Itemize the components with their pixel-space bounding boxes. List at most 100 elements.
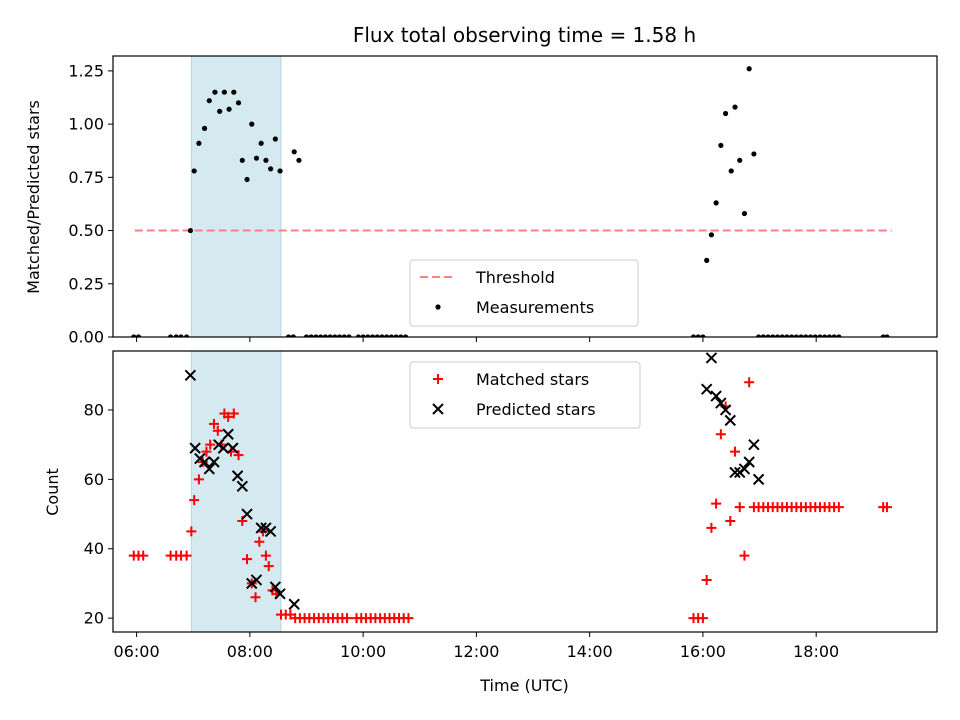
top-measurements-point [201, 125, 208, 131]
bottom-predicted-stars-point [719, 404, 732, 416]
bottom-predicted-stars-point [274, 588, 286, 600]
top-measurements-point [817, 334, 823, 337]
bottom-x-tick-label: 06:00 [114, 642, 160, 661]
bottom-predicted-stars-point [184, 369, 197, 381]
bottom-matched-stars-point [212, 425, 223, 436]
top-measurements-point [296, 157, 302, 163]
top-measurements-point [798, 334, 804, 337]
bottom-plot-content [128, 352, 892, 624]
top-measurements-point [268, 166, 274, 172]
top-measurements-point [393, 334, 399, 337]
top-measurements-point [291, 149, 297, 155]
top-measurements-point [756, 334, 762, 337]
top-shaded-interval [190, 55, 282, 338]
bottom-matched-stars-point [697, 613, 708, 624]
top-axes-frame [112, 55, 938, 338]
top-measurements-point [184, 334, 190, 337]
bottom-predicted-stars-point [227, 442, 239, 454]
top-measurements-point [836, 334, 842, 337]
top-measurements-point [206, 98, 212, 104]
top-measurements-point [718, 142, 724, 149]
bottom-matched-stars-point [730, 446, 741, 457]
top-measurements-point [322, 334, 328, 337]
bottom-matched-stars-point [242, 554, 253, 565]
bottom-matched-stars-point [193, 474, 204, 485]
top-measurements-point [221, 89, 227, 95]
top-measurements-point [728, 168, 734, 174]
top-measurements-point [822, 334, 828, 337]
top-measurements-point [708, 232, 715, 238]
top-y-tick-label: 0.25 [68, 274, 104, 293]
bottom-y-tick-label: 40 [84, 539, 104, 558]
bottom-y-tick-label: 20 [84, 609, 104, 628]
top-measurements-point [131, 334, 137, 337]
bottom-matched-stars-point [138, 550, 149, 561]
top-measurements-point [384, 334, 390, 337]
top-y-tick-label: 1.25 [68, 61, 104, 80]
top-measurements-point [226, 106, 232, 112]
top-y-tick-label: 1.00 [68, 115, 104, 134]
bottom-predicted-stars-point [198, 456, 211, 468]
bottom-matched-stars-point [715, 429, 726, 440]
top-measurements-point [263, 157, 269, 163]
top-measurements-point [713, 200, 719, 206]
top-measurements-point [217, 108, 223, 114]
bottom-matched-stars-point [223, 411, 234, 422]
bottom-legend: Matched stars Predicted stars [409, 361, 641, 429]
top-measurements-point [770, 334, 776, 337]
bottom-predicted-stars-point [710, 390, 722, 402]
top-measurements-point [285, 334, 292, 337]
bottom-predicted-stars-point [264, 525, 277, 538]
bottom-legend-predicted-stars-label: Predicted stars [476, 400, 596, 419]
top-legend-box [409, 259, 639, 327]
bottom-matched-stars-point [233, 450, 244, 461]
top-measurements-point [360, 334, 366, 337]
top-measurements-point [341, 334, 347, 337]
top-measurements-point [244, 176, 250, 183]
bottom-legend-matched-stars-swatch [433, 374, 443, 384]
top-measurements-point [746, 66, 752, 72]
top-measurements-point [212, 89, 218, 95]
top-measurements-point [789, 334, 795, 337]
top-measurements-point [695, 334, 701, 337]
bottom-x-tick-label: 08:00 [227, 642, 273, 661]
bottom-predicted-stars-point [203, 463, 215, 475]
bottom-matched-stars-point [725, 515, 736, 526]
top-y-axis-label: Matched/Predicted stars [24, 100, 43, 294]
top-measurements-point [187, 227, 193, 234]
top-measurements-point [803, 334, 809, 337]
top-measurements-point [732, 104, 738, 110]
bottom-predicted-stars-point [715, 397, 727, 409]
top-measurements-point [398, 334, 404, 337]
bottom-matched-stars-point [711, 498, 722, 509]
bottom-legend-box [409, 361, 641, 429]
top-measurements-point [173, 334, 179, 337]
top-measurements-point [318, 334, 324, 337]
top-y-tick-label: 0.50 [68, 221, 104, 240]
top-legend-measurements-swatch [435, 304, 441, 310]
bottom-y-tick-label: 60 [84, 470, 104, 489]
top-measurements-point [369, 334, 376, 337]
bottom-predicted-stars-point [705, 352, 718, 364]
top-legend-measurements-label: Measurements [476, 298, 594, 317]
top-legend: Threshold Measurements [409, 259, 639, 327]
top-measurements-point [277, 168, 283, 174]
bottom-predicted-stars-point [752, 473, 765, 486]
top-measurements-point [779, 334, 785, 337]
bottom-axes-frame [112, 350, 938, 633]
top-measurements-point [272, 136, 278, 142]
bottom-y-tick-label: 80 [84, 400, 104, 419]
top-measurements-point [167, 334, 174, 337]
bottom-x-tick-label: 16:00 [680, 642, 726, 661]
top-measurements-point [884, 334, 890, 337]
top-measurements-point [760, 334, 766, 337]
top-measurements-point [308, 334, 314, 337]
bottom-x-tick-label: 18:00 [793, 642, 839, 661]
top-measurements-point [249, 121, 255, 127]
top-measurements-point [253, 155, 260, 161]
bottom-matched-stars-point [189, 495, 200, 506]
bottom-predicted-stars-point [288, 598, 300, 610]
bottom-matched-stars-point [250, 592, 261, 603]
top-measurements-point [826, 334, 832, 337]
bottom-matched-stars-point [205, 439, 216, 450]
